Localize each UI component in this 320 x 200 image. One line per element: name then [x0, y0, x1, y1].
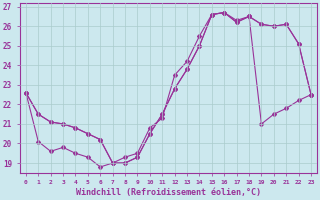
X-axis label: Windchill (Refroidissement éolien,°C): Windchill (Refroidissement éolien,°C)	[76, 188, 261, 197]
